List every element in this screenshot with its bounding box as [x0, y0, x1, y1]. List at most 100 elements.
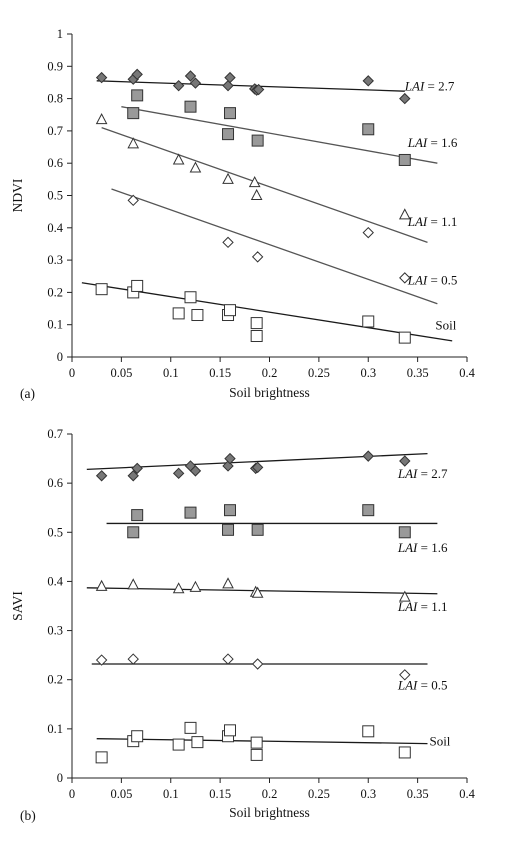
data-point — [224, 304, 236, 317]
chart-panel-a: 0 0.05 0.1 0.15 0.2 0.25 0.3 0.35 0.4 0 0.1 0.2 0.3 0… — [10, 27, 476, 401]
y-tick-label: 0 — [57, 350, 63, 364]
data-point — [251, 658, 264, 670]
y-tick-label: 0.5 — [47, 189, 63, 203]
y-tick-label: 0.3 — [47, 624, 63, 638]
x-tick-label: 0.2 — [262, 366, 278, 380]
data-point — [95, 283, 108, 296]
data-point — [189, 465, 202, 477]
data-point — [131, 279, 144, 292]
y-axis-label: SAVI — [10, 591, 25, 621]
data-point — [224, 452, 236, 465]
data-point — [398, 153, 411, 166]
data-point — [252, 83, 265, 96]
data-point — [399, 272, 411, 284]
fit-line-lai-1-1 — [101, 127, 428, 243]
data-point — [250, 748, 263, 761]
series-label-lai-1-6: LAI = 1.6 — [397, 540, 448, 555]
data-point — [127, 470, 139, 482]
data-point — [95, 71, 108, 84]
series-lai-1-6: LAI = 1.6 — [121, 89, 458, 166]
x-tick-label: 0.1 — [163, 366, 179, 380]
x-axis-label: Soil brightness — [229, 805, 310, 820]
data-point — [224, 724, 236, 737]
x-tick-label: 0.4 — [459, 366, 475, 380]
data-point — [251, 134, 264, 147]
fit-line-lai-0-5 — [111, 188, 438, 305]
data-point — [251, 523, 264, 536]
data-point — [362, 315, 375, 328]
data-point — [172, 153, 185, 165]
data-point — [184, 291, 197, 304]
data-point — [224, 107, 236, 120]
x-tick-label: 0.1 — [163, 787, 179, 801]
data-point — [184, 70, 197, 82]
x-tick-label: 0.4 — [459, 787, 475, 801]
data-point — [248, 176, 261, 188]
data-point — [127, 578, 140, 590]
series-soil: Soil — [81, 279, 457, 344]
data-point — [398, 208, 411, 220]
x-tick-label: 0.25 — [308, 787, 330, 801]
data-point — [191, 736, 204, 749]
series-lai-0-5: LAI = 0.5 — [91, 653, 447, 693]
data-point — [362, 450, 374, 462]
series-lai-1-1: LAI = 1.1 — [95, 113, 458, 243]
data-point — [398, 746, 411, 759]
data-point — [131, 89, 144, 102]
series-label-lai-1-6: LAI = 1.6 — [407, 135, 458, 150]
x-tick-label: 0.2 — [262, 787, 278, 801]
y-tick-label: 0.5 — [47, 525, 63, 539]
data-point — [184, 721, 197, 734]
data-point — [222, 236, 234, 249]
x-tick-label: 0 — [69, 366, 75, 380]
x-tick-label: 0.3 — [360, 366, 376, 380]
data-point — [399, 455, 411, 467]
y-tick-label: 0.1 — [47, 318, 63, 332]
y-axis-label: NDVI — [10, 178, 25, 212]
x-tick-label: 0 — [69, 787, 75, 801]
data-point — [127, 107, 140, 120]
x-tick-label: 0.25 — [308, 366, 330, 380]
series-lai-2-7: LAI = 2.7 — [95, 68, 455, 105]
data-point — [191, 309, 204, 322]
data-point — [127, 137, 140, 149]
data-point — [250, 188, 263, 200]
series-soil: Soil — [95, 721, 451, 764]
y-tick-label: 0.2 — [47, 673, 63, 687]
data-point — [250, 330, 263, 343]
data-point — [172, 738, 185, 751]
x-tick-label: 0.05 — [110, 787, 132, 801]
panel-label: (a) — [20, 386, 35, 401]
y-tick-label: 0.1 — [47, 722, 63, 736]
data-point — [172, 307, 185, 320]
data-point — [399, 669, 411, 681]
series-label-lai-2-7: LAI = 2.7 — [397, 466, 448, 481]
chart-panel-b: 0 0.05 0.1 0.15 0.2 0.25 0.3 0.35 0.4 0 0.1 0.2 0.3 0… — [10, 427, 476, 823]
data-point — [222, 577, 234, 589]
data-point — [95, 751, 108, 764]
data-point — [398, 590, 411, 602]
y-tick-label: 0.7 — [47, 124, 63, 138]
fit-line-lai-2-7 — [96, 80, 405, 92]
data-point — [172, 467, 185, 480]
data-point — [251, 251, 264, 263]
y-tick-label: 0.4 — [47, 574, 63, 588]
data-point — [131, 730, 144, 743]
data-point — [224, 504, 236, 517]
series-label-lai-1-1: LAI = 1.1 — [407, 214, 458, 229]
y-tick-label: 0.8 — [47, 92, 63, 106]
data-point — [222, 79, 234, 92]
data-point — [362, 504, 375, 517]
x-tick-label: 0.15 — [209, 366, 231, 380]
data-point — [222, 653, 234, 665]
y-tick-label: 0.4 — [47, 221, 63, 235]
data-point — [127, 526, 140, 539]
data-point — [362, 226, 374, 239]
data-point — [127, 653, 139, 665]
y-tick-label: 0.6 — [47, 156, 63, 170]
series-lai-1-6: LAI = 1.6 — [106, 504, 448, 555]
data-point — [362, 75, 374, 87]
fit-line-soil — [81, 282, 453, 342]
series-label-lai-2-7: LAI = 2.7 — [404, 79, 455, 94]
